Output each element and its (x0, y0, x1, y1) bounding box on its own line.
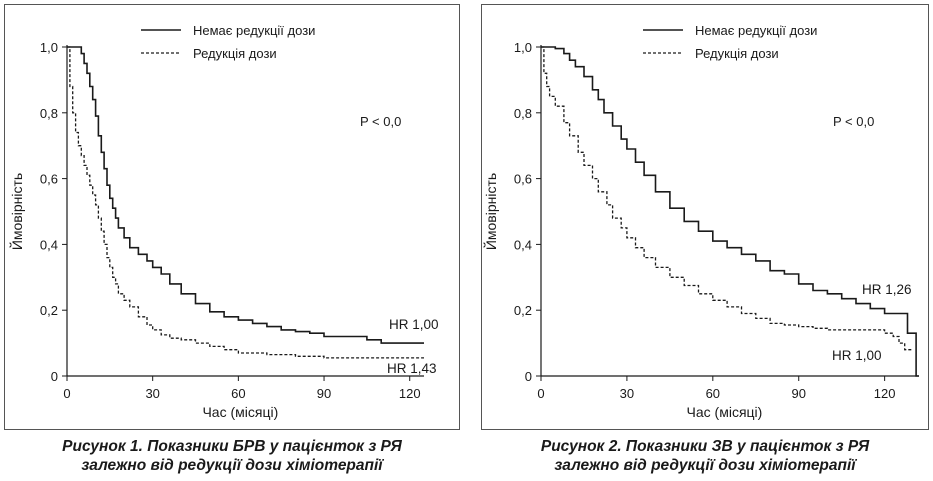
x-tick-label: 60 (706, 386, 720, 401)
legend-entry-label: Редукція дози (193, 46, 277, 61)
y-tick-label: 1,0 (514, 40, 532, 55)
figure-caption-2: Рисунок 2. Показники ЗВ у пацієнток з РЯ… (481, 437, 929, 475)
legend-entry-label: Немає редукції дози (193, 23, 315, 38)
chart-panel-2: 0 30 60 90 120 0 0,2 0,4 0,6 0,8 1,0 Час (місяці) Йм… (481, 4, 929, 430)
survival-chart-1: 0 30 60 90 120 0 0,2 0,4 0,6 0,8 1,0 Час (місяці) Йм… (8, 23, 439, 420)
y-tick-label: 0,2 (514, 303, 532, 318)
hazard-ratio-label: HR 1,26 (862, 282, 912, 297)
caption-1-line-1: Рисунок 1. Показники БРВ у пацієнток з Р… (62, 438, 402, 455)
x-tick-label: 90 (791, 386, 805, 401)
chart-panel-1: 0 30 60 90 120 0 0,2 0,4 0,6 0,8 1,0 Час (місяці) Йм… (4, 4, 460, 430)
legend-entry-label: Немає редукції дози (695, 23, 817, 38)
hazard-ratio-label: HR 1,00 (389, 317, 439, 332)
x-tick-label: 30 (145, 386, 159, 401)
series-line-no-dose-reduction (541, 46, 919, 377)
y-axis-label: Ймовірність (8, 173, 25, 250)
x-tick-label: 120 (399, 386, 421, 401)
figure-caption-1: Рисунок 1. Показники БРВ у пацієнток з Р… (4, 437, 460, 475)
series-line-no-dose-reduction (67, 46, 424, 344)
y-tick-label: 0,6 (514, 172, 532, 187)
x-tick-label: 0 (537, 386, 544, 401)
caption-1-line-2: залежно від редукції дози хіміотерапії (81, 457, 383, 474)
p-value-annotation: P < 0,0 (360, 114, 401, 129)
y-tick-label: 0 (525, 369, 532, 384)
hazard-ratio-label: HR 1,00 (832, 348, 882, 363)
x-tick-label: 60 (231, 386, 245, 401)
y-tick-label: 0,6 (40, 172, 58, 187)
series-line-dose-reduction (541, 46, 914, 351)
x-tick-label: 120 (874, 386, 896, 401)
x-axis-label: Час (місяці) (202, 404, 278, 420)
y-axis-label: Ймовірність (482, 173, 499, 250)
x-axis-label: Час (місяці) (687, 404, 763, 420)
x-tick-label: 30 (620, 386, 634, 401)
series-line-dose-reduction (67, 46, 424, 359)
y-tick-label: 0 (51, 369, 58, 384)
y-tick-label: 0,2 (40, 303, 58, 318)
y-tick-label: 0,4 (40, 237, 58, 252)
hazard-ratio-label: HR 1,43 (387, 361, 437, 376)
y-tick-label: 0,8 (40, 106, 58, 121)
survival-chart-2: 0 30 60 90 120 0 0,2 0,4 0,6 0,8 1,0 Час (місяці) Йм… (482, 23, 919, 420)
x-tick-label: 90 (317, 386, 331, 401)
legend-entry-label: Редукція дози (695, 46, 779, 61)
y-tick-label: 0,8 (514, 106, 532, 121)
x-tick-label: 0 (63, 386, 70, 401)
caption-2-line-1: Рисунок 2. Показники ЗВ у пацієнток з РЯ (540, 438, 870, 455)
p-value-annotation: P < 0,0 (833, 114, 874, 129)
y-tick-label: 1,0 (40, 40, 58, 55)
caption-2-line-2: залежно від редукції дози хіміотерапії (554, 457, 856, 474)
y-tick-label: 0,4 (514, 237, 532, 252)
